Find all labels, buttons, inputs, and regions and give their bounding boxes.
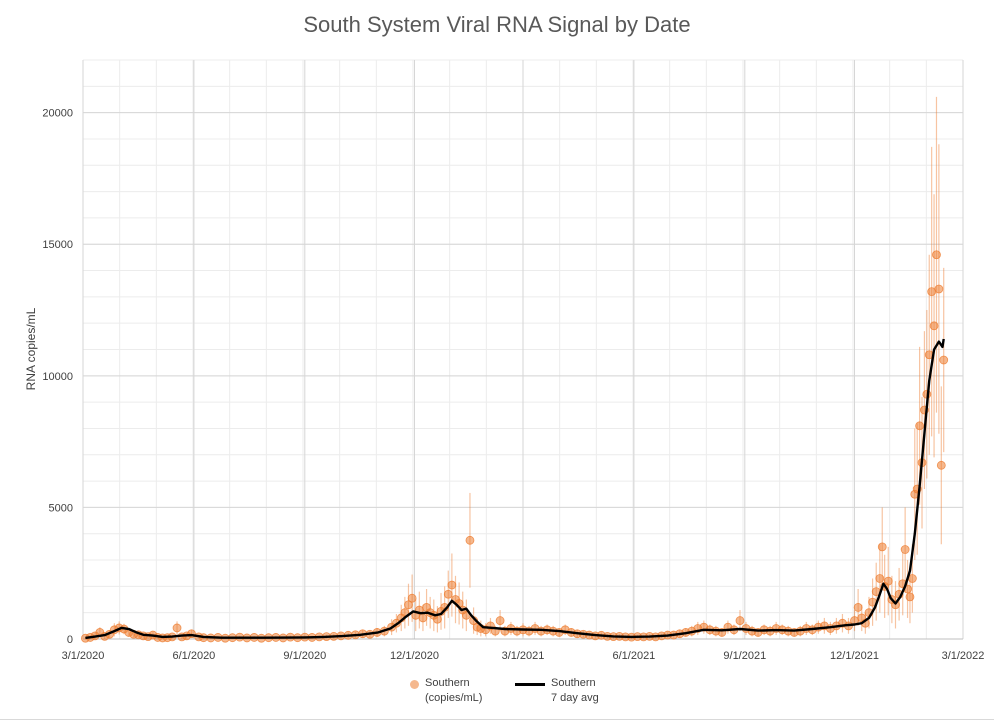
data-point xyxy=(443,589,453,599)
average-line xyxy=(85,338,945,640)
x-tick-label: 3/1/2022 xyxy=(942,650,985,662)
y-axis-title: RNA copies/mL xyxy=(24,307,38,390)
data-point xyxy=(407,593,417,603)
data-point xyxy=(927,287,937,297)
data-points xyxy=(81,250,949,643)
y-tick-label: 5000 xyxy=(49,502,73,514)
legend-line xyxy=(515,683,545,686)
x-tick-label: 9/1/2020 xyxy=(283,650,326,662)
data-point xyxy=(932,250,941,260)
data-point xyxy=(900,545,910,554)
legend-item-points: Southern (copies/mL) xyxy=(410,676,495,706)
grid-lines xyxy=(82,59,964,640)
legend-label-points: Southern (copies/mL) xyxy=(425,677,483,704)
y-tick-label: 0 xyxy=(67,634,73,646)
y-tick-label: 20000 xyxy=(42,108,73,120)
data-point xyxy=(939,355,949,365)
average-line-group xyxy=(85,338,945,640)
x-tick-label: 3/1/2020 xyxy=(62,650,105,662)
data-point xyxy=(915,421,925,431)
bottom-divider xyxy=(0,719,994,720)
legend: Southern (copies/mL) Southern 7 day avg xyxy=(410,676,621,706)
data-point xyxy=(883,576,893,586)
y-axis-ticks: 0 5000 10000 15000 20000 xyxy=(42,108,73,646)
data-point xyxy=(495,616,505,625)
data-point xyxy=(465,535,475,545)
x-tick-label: 12/1/2020 xyxy=(390,650,439,662)
x-axis-ticks: 3/1/2020 6/1/2020 9/1/2020 12/1/2020 3/1/202… xyxy=(62,650,985,662)
data-point xyxy=(418,613,428,623)
data-point xyxy=(433,614,442,624)
data-point xyxy=(853,603,863,612)
data-point xyxy=(905,592,915,602)
legend-item-line: Southern 7 day avg xyxy=(515,676,621,706)
data-point xyxy=(875,574,885,583)
y-tick-label: 15000 xyxy=(42,239,73,251)
error-bars xyxy=(84,96,945,639)
x-tick-label: 3/1/2021 xyxy=(502,650,545,662)
x-tick-label: 12/1/2021 xyxy=(830,650,879,662)
chart-title: South System Viral RNA Signal by Date xyxy=(303,12,691,37)
data-point xyxy=(404,600,413,610)
legend-label-line: Southern 7 day avg xyxy=(551,677,599,704)
data-point xyxy=(172,623,182,633)
x-tick-label: 6/1/2020 xyxy=(172,650,215,662)
x-tick-label: 9/1/2021 xyxy=(723,650,766,662)
data-point xyxy=(929,321,939,331)
data-point xyxy=(934,284,944,294)
x-tick-label: 6/1/2021 xyxy=(612,650,655,662)
data-point xyxy=(877,542,887,552)
data-point xyxy=(447,580,457,590)
data-point xyxy=(735,616,745,625)
y-tick-label: 10000 xyxy=(42,371,73,383)
legend-marker xyxy=(410,680,419,689)
data-point xyxy=(936,460,946,470)
